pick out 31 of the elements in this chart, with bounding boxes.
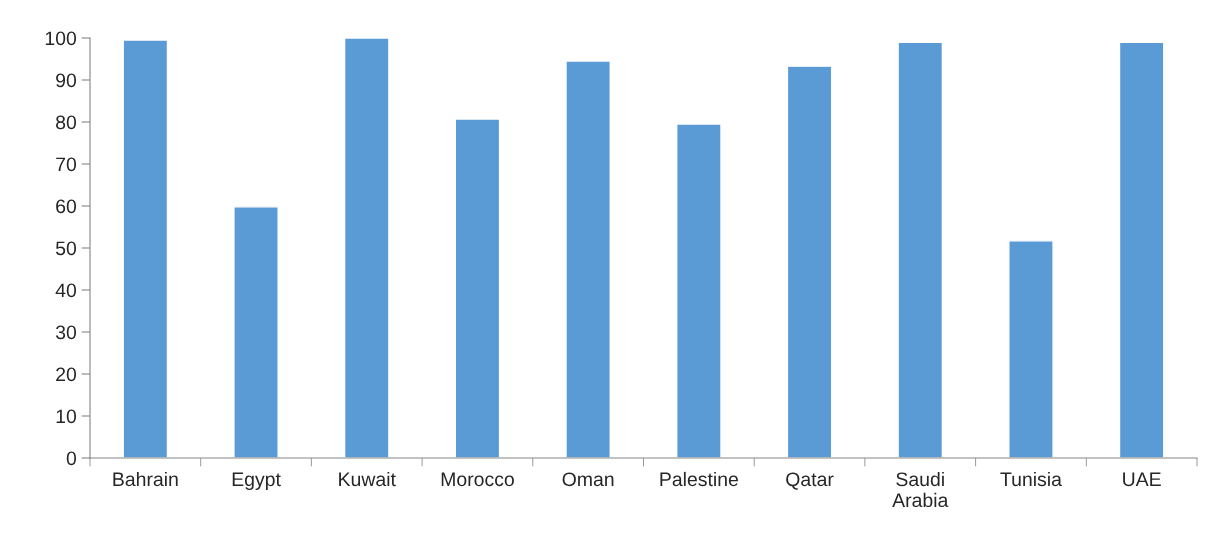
x-tick-label: Qatar <box>786 472 834 490</box>
x-tick-label: Oman <box>562 472 614 487</box>
y-tick-label: 10 <box>56 409 77 424</box>
y-tick-label: 60 <box>56 199 77 214</box>
bar <box>1008 240 1054 458</box>
bar <box>343 38 390 458</box>
y-tick-label: 0 <box>66 451 77 466</box>
y-tick-label: 80 <box>56 115 77 130</box>
y-tick-label: 40 <box>55 283 77 298</box>
y-tick-label: 100 <box>45 31 77 46</box>
bar <box>233 206 279 458</box>
x-tick-label: Morocco <box>441 472 514 487</box>
bar <box>1118 41 1165 458</box>
x-tick-label: Bahrain <box>113 471 178 487</box>
x-tick-label: UAE <box>1123 472 1161 487</box>
x-tick-label: Egypt <box>232 472 281 491</box>
y-tick-label: 50 <box>55 241 77 256</box>
bar <box>565 60 611 458</box>
y-tick-label: 90 <box>56 73 77 88</box>
x-tick-label: Tunisia <box>1000 471 1062 487</box>
y-tick-label: 20 <box>56 367 77 382</box>
y-tick-label: 70 <box>56 157 77 172</box>
x-tick-label: Saudi Arabia <box>892 471 949 508</box>
bar <box>897 41 944 458</box>
x-tick-label: Palestine <box>660 471 738 487</box>
bar <box>676 123 722 458</box>
bar <box>122 39 169 458</box>
x-tick-label: Kuwait <box>339 471 396 487</box>
y-tick-label: 30 <box>55 325 77 340</box>
bar <box>454 118 501 458</box>
bar <box>786 65 833 458</box>
